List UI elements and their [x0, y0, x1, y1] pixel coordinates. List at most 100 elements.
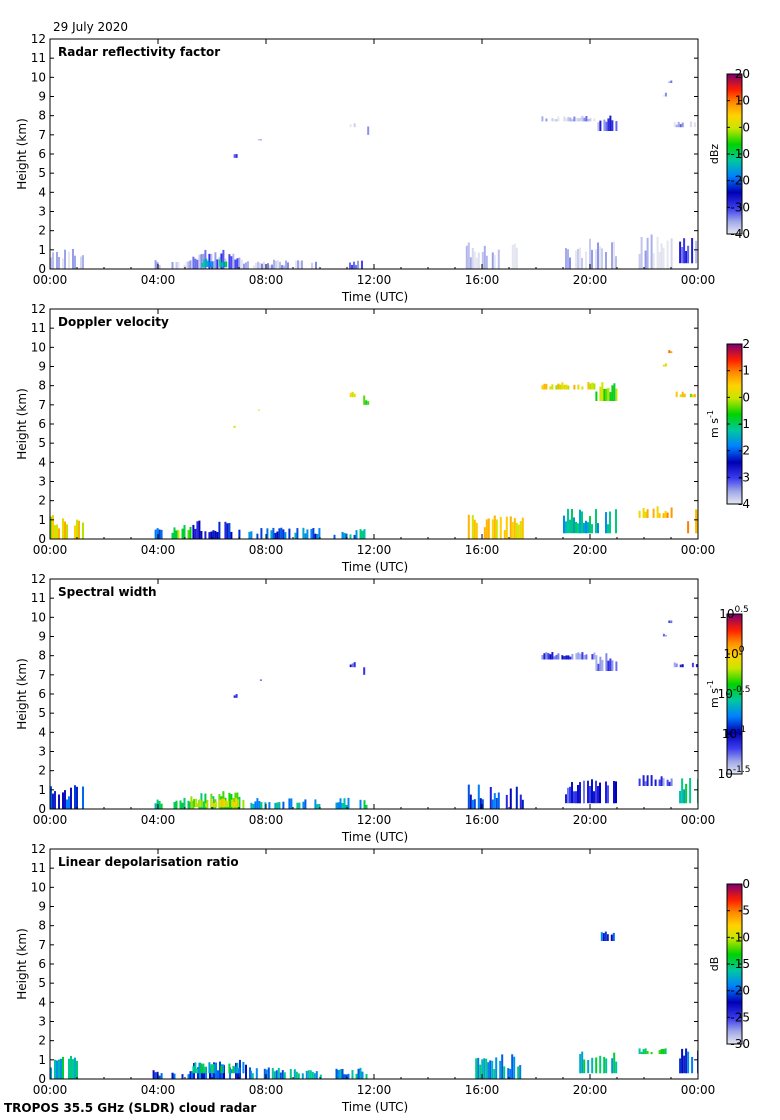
echo-column [646, 775, 649, 786]
echo-column [469, 794, 472, 809]
y-axis-label: Height (km) [15, 928, 29, 999]
x-tick-label: 00:00 [33, 273, 68, 287]
echo-column [76, 1060, 78, 1079]
echo-column [675, 391, 678, 398]
x-axis-label: Time (UTC) [341, 290, 408, 304]
echo-column [511, 244, 514, 269]
x-tick-label: 12:00 [357, 543, 392, 557]
echo-column [515, 522, 518, 539]
echo-column [74, 255, 76, 269]
echo-column [171, 1072, 174, 1079]
echo-column [343, 1074, 346, 1079]
panel-title: Linear depolarisation ratio [58, 855, 239, 869]
echo-column [601, 660, 604, 671]
echo-region [335, 797, 368, 809]
echo-region [600, 931, 615, 941]
echo-column [261, 263, 263, 269]
echo-column [465, 245, 468, 269]
colorbar-tick-label: -2 [738, 444, 750, 458]
y-tick-label: 11 [31, 861, 46, 875]
echo-column [658, 1050, 661, 1054]
echo-column [615, 256, 617, 269]
echo-column [232, 253, 235, 269]
echo-column [581, 386, 584, 390]
echo-region [349, 391, 356, 398]
echo-column [306, 529, 309, 539]
echo-column [289, 1069, 292, 1079]
y-tick-label: 4 [38, 725, 46, 739]
echo-column [607, 660, 610, 671]
x-tick-label: 04:00 [141, 543, 176, 557]
echo-column [339, 798, 342, 809]
echo-column [571, 782, 573, 804]
echo-region [595, 382, 618, 401]
echo-column [258, 801, 261, 809]
panel-title: Spectral width [58, 585, 157, 599]
y-tick-label: 5 [38, 976, 46, 990]
echo-column [497, 249, 500, 269]
echo-column [670, 620, 673, 624]
echo-column [363, 529, 366, 539]
echo-column [666, 779, 669, 786]
echo-column [160, 529, 163, 539]
echo-column [555, 119, 558, 122]
echo-column [187, 530, 190, 539]
echo-column [519, 794, 522, 809]
echo-column [683, 1055, 686, 1074]
echo-column [156, 528, 159, 539]
echo-column [235, 798, 238, 808]
echo-column [283, 1072, 286, 1079]
echo-column [652, 253, 655, 269]
echo-column [579, 247, 581, 269]
panel-1: Radar reflectivity factor012345678910111… [15, 32, 750, 304]
date-label: 29 July 2020 [53, 20, 129, 34]
echo-column [679, 664, 682, 668]
echo-column [541, 385, 544, 390]
echo-region [154, 528, 163, 539]
echo-column [345, 1074, 348, 1079]
echo-column [267, 263, 269, 269]
echo-column [573, 791, 575, 804]
echo-column [577, 523, 579, 534]
echo-column [483, 527, 486, 539]
echo-column [64, 249, 66, 269]
echo-column [56, 251, 58, 269]
echo-column [337, 1070, 340, 1079]
echo-column [211, 261, 214, 268]
echo-column [52, 515, 54, 539]
echo-column [683, 393, 686, 398]
echo-column [469, 257, 472, 269]
echo-column [201, 263, 204, 268]
echo-column [190, 796, 193, 809]
echo-column [259, 262, 261, 269]
echo-column [257, 139, 260, 141]
echo-column [567, 508, 569, 534]
echo-column [553, 119, 556, 122]
echo-column [602, 933, 605, 941]
echo-column [517, 524, 520, 539]
echo-region [638, 1048, 667, 1055]
echo-region [563, 508, 617, 534]
echo-column [575, 653, 578, 660]
echo-column [228, 523, 231, 539]
echo-column [503, 1066, 506, 1079]
echo-column [353, 534, 356, 539]
panel-title: Radar reflectivity factor [58, 45, 220, 59]
echo-column [82, 255, 84, 269]
echo-column [274, 532, 277, 539]
echo-column [491, 1060, 494, 1079]
echo-column [479, 1064, 482, 1079]
y-tick-label: 3 [38, 1015, 46, 1029]
echo-column [603, 119, 606, 131]
echo-column [666, 512, 669, 518]
y-tick-label: 8 [38, 919, 46, 933]
colorbar-tick-label: -30 [730, 1037, 750, 1051]
echo-column [276, 802, 279, 809]
y-tick-label: 5 [38, 706, 46, 720]
echo-column [154, 529, 157, 539]
echo-column [677, 121, 680, 128]
echo-column [607, 785, 609, 804]
echo-region [349, 260, 363, 269]
x-tick-label: 16:00 [465, 543, 500, 557]
echo-column [314, 533, 317, 539]
